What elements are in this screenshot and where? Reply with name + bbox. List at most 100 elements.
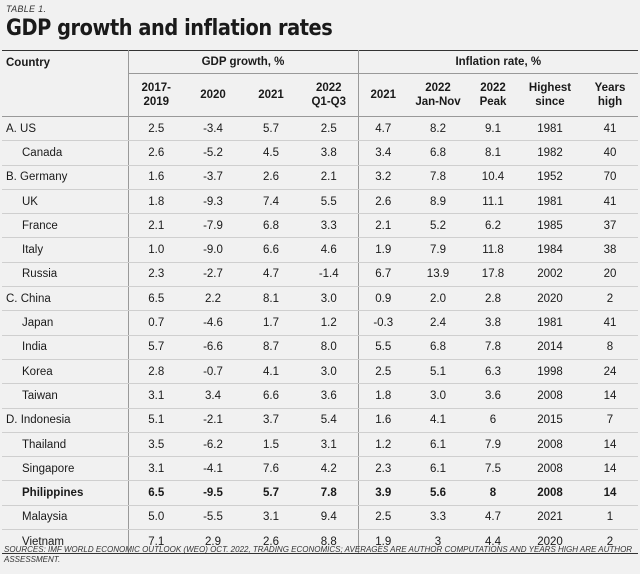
table-row: Taiwan 3.1 3.4 6.6 3.6 1.8 3.0 3.6 2008 14 (2, 383, 638, 409)
country-cell: Singapore (2, 456, 129, 482)
gdp-col-header: 2022 Q1-Q3 (300, 73, 359, 117)
inflation-value-cell: 7 (582, 408, 638, 433)
table-row: Thailand 3.5 -6.2 1.5 3.1 1.2 6.1 7.9 2008 14 (2, 432, 638, 458)
inflation-value-cell: 7.8 (408, 165, 468, 190)
inflation-value-cell: 13.9 (408, 262, 468, 288)
inflation-value-cell: 1952 (518, 165, 582, 190)
gdp-col-header: 2017- 2019 (128, 73, 184, 117)
gdp-value-cell: 7.8 (300, 480, 359, 506)
gdp-value-cell: 1.2 (300, 310, 359, 336)
gdp-value-cell: -0.7 (184, 359, 242, 385)
gdp-value-cell: -4.6 (184, 310, 242, 336)
table-row: B. Germany 1.6 -3.7 2.6 2.1 3.2 7.8 10.4 1952 70 (2, 165, 638, 190)
country-cell: B. Germany (2, 165, 129, 190)
inflation-value-cell: 8.2 (408, 116, 468, 142)
inflation-value-cell: 5.5 (358, 335, 408, 360)
country-cell: A. US (2, 116, 129, 142)
gdp-value-cell: 6.8 (242, 213, 300, 239)
inflation-value-cell: 2.3 (358, 456, 408, 482)
inflation-value-cell: 2 (582, 286, 638, 312)
table-row: Japan 0.7 -4.6 1.7 1.2 -0.3 2.4 3.8 1981 41 (2, 310, 638, 336)
gdp-value-cell: 8.7 (242, 335, 300, 360)
inflation-value-cell: 1.2 (358, 432, 408, 458)
inflation-value-cell: 1981 (518, 116, 582, 142)
inflation-value-cell: 38 (582, 237, 638, 263)
inflation-value-cell: 5.6 (408, 480, 468, 506)
inflation-value-cell: 2015 (518, 408, 582, 433)
inflation-value-cell: 8.1 (468, 140, 518, 166)
country-cell: France (2, 213, 129, 239)
inflation-value-cell: 1982 (518, 140, 582, 166)
gdp-value-cell: 5.1 (128, 408, 184, 433)
inflation-value-cell: 1.9 (358, 237, 408, 263)
gdp-value-cell: -1.4 (300, 262, 359, 288)
country-cell: Canada (2, 140, 129, 166)
gdp-value-cell: 1.7 (242, 310, 300, 336)
inflation-value-cell: 41 (582, 116, 638, 142)
inflation-value-cell: 3.9 (358, 480, 408, 506)
inflation-value-cell: 2.6 (358, 189, 408, 215)
inflation-value-cell: 2021 (518, 505, 582, 531)
inflation-value-cell: 7.5 (468, 456, 518, 482)
gdp-value-cell: -9.3 (184, 189, 242, 215)
inflation-value-cell: 5.2 (408, 213, 468, 239)
header-group-row: Country GDP growth, % Inflation rate, % (2, 50, 638, 117)
gdp-value-cell: 2.2 (184, 286, 242, 312)
gdp-value-cell: 1.8 (128, 189, 184, 215)
inflation-value-cell: 6.8 (408, 335, 468, 360)
gdp-value-cell: -4.1 (184, 456, 242, 482)
gdp-value-cell: 2.6 (242, 529, 300, 555)
inflation-value-cell: 2.4 (408, 310, 468, 336)
inflation-value-cell: 2.5 (358, 359, 408, 385)
gdp-value-cell: 6.5 (128, 480, 184, 506)
table-row: Korea 2.8 -0.7 4.1 3.0 2.5 5.1 6.3 1998 24 (2, 359, 638, 385)
inflation-value-cell: 10.4 (468, 165, 518, 190)
inflation-value-cell: 0.9 (358, 286, 408, 312)
inflation-value-cell: 41 (582, 310, 638, 336)
inflation-value-cell: -0.3 (358, 310, 408, 336)
table-row: C. China 6.5 2.2 8.1 3.0 0.9 2.0 2.8 2020 2 (2, 286, 638, 312)
gdp-value-cell: 5.7 (242, 480, 300, 506)
gdp-value-cell: 2.3 (128, 262, 184, 288)
inflation-col-header: Years high (582, 73, 638, 117)
gdp-value-cell: 2.1 (128, 213, 184, 239)
gdp-value-cell: -3.7 (184, 165, 242, 190)
inflation-value-cell: 37 (582, 213, 638, 239)
inflation-value-cell: 7.9 (408, 237, 468, 263)
inflation-value-cell: 6.1 (408, 432, 468, 458)
inflation-value-cell: 2014 (518, 335, 582, 360)
gdp-value-cell: 4.1 (242, 359, 300, 385)
inflation-value-cell: 2.0 (408, 286, 468, 312)
gdp-value-cell: 2.9 (184, 529, 242, 555)
gdp-col-header: 2021 (242, 73, 300, 117)
gdp-value-cell: -2.1 (184, 408, 242, 433)
table-row: A. US 2.5 -3.4 5.7 2.5 4.7 8.2 9.1 1981 41 (2, 116, 638, 142)
country-cell: C. China (2, 286, 129, 312)
country-cell: Philippines (2, 480, 129, 506)
gdp-value-cell: 5.7 (242, 116, 300, 142)
inflation-value-cell: 1998 (518, 359, 582, 385)
inflation-value-cell: 6.8 (408, 140, 468, 166)
table-row: D. Indonesia 5.1 -2.1 3.7 5.4 1.6 4.1 6 2015 7 (2, 408, 638, 433)
gdp-value-cell: -6.2 (184, 432, 242, 458)
gdp-value-cell: 3.6 (300, 383, 359, 409)
country-cell: Taiwan (2, 383, 129, 409)
inflation-value-cell: 2.5 (358, 505, 408, 531)
table-label: TABLE 1. (6, 4, 47, 14)
gdp-value-cell: -7.9 (184, 213, 242, 239)
gdp-value-cell: 3.0 (300, 286, 359, 312)
gdp-value-cell: 3.3 (300, 213, 359, 239)
country-cell: D. Indonesia (2, 408, 129, 433)
inflation-value-cell: 3.0 (408, 383, 468, 409)
country-cell: Italy (2, 237, 129, 263)
gdp-value-cell: -3.4 (184, 116, 242, 142)
table-body: A. US 2.5 -3.4 5.7 2.5 4.7 8.2 9.1 1981 41 Canada 2… (2, 116, 638, 555)
inflation-value-cell: 14 (582, 480, 638, 506)
inflation-value-cell: 3.3 (408, 505, 468, 531)
inflation-value-cell: 24 (582, 359, 638, 385)
country-cell: UK (2, 189, 129, 215)
table-row: Italy 1.0 -9.0 6.6 4.6 1.9 7.9 11.8 1984 38 (2, 237, 638, 263)
gdp-value-cell: 3.7 (242, 408, 300, 433)
inflation-value-cell: 2020 (518, 529, 582, 555)
gdp-value-cell: -9.0 (184, 237, 242, 263)
